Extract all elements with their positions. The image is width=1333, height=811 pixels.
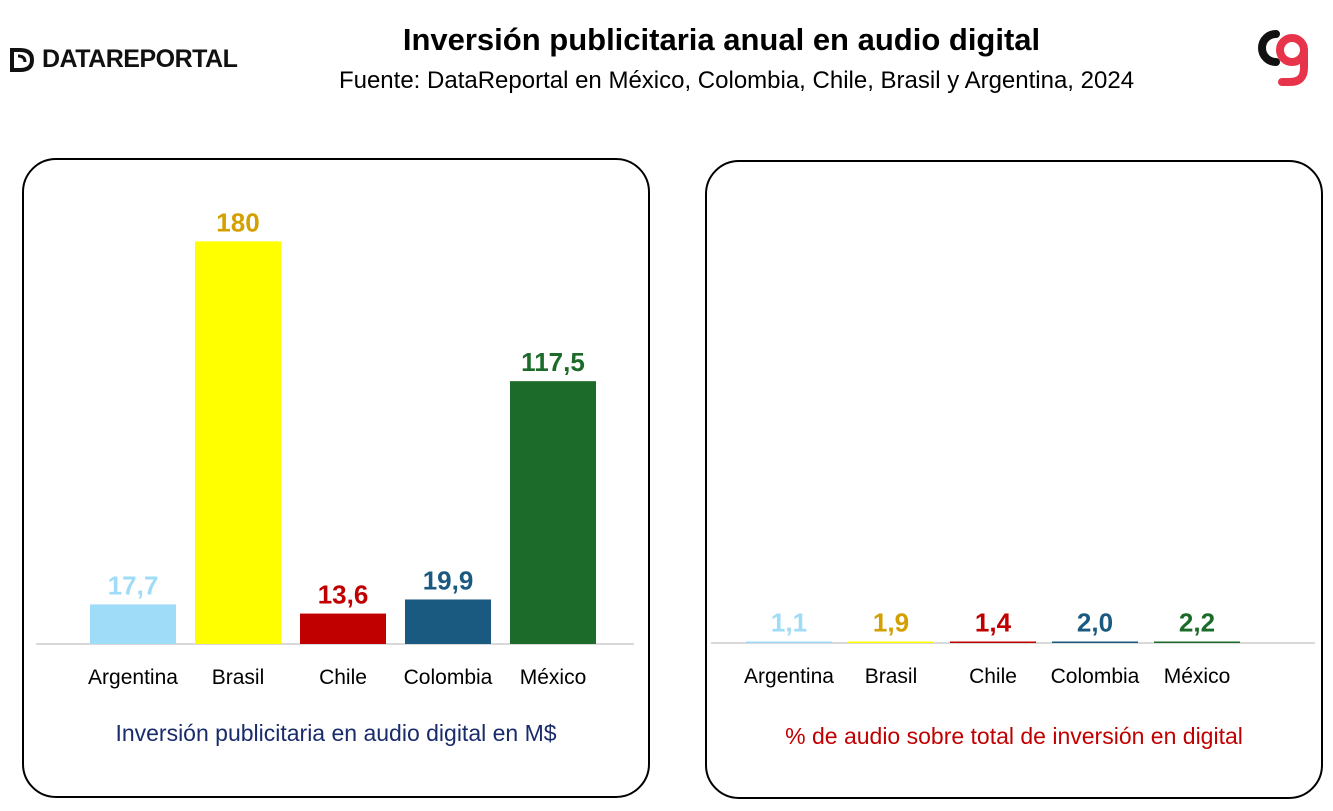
category-label-brasil: Brasil	[865, 665, 918, 688]
cg-logo-icon	[1258, 30, 1308, 86]
value-label-chile: 13,6	[318, 580, 369, 610]
chart-caption-investment: Inversión publicitaria en audio digital …	[115, 720, 557, 746]
chart-panel-investment: 17,7 Argentina 180 Brasil 13,6 Chile 19,9 Colom…	[22, 158, 650, 798]
value-label-chile: 1,4	[975, 608, 1012, 638]
value-label-argentina: 1,1	[771, 608, 807, 638]
bar-méxico	[510, 381, 596, 644]
chart-caption-share: % de audio sobre total de inversión en d…	[785, 723, 1243, 749]
bar-colombia	[1052, 641, 1138, 643]
value-label-colombia: 2,0	[1077, 608, 1113, 638]
value-label-brasil: 180	[216, 207, 259, 237]
bar-argentina	[746, 641, 832, 643]
category-label-argentina: Argentina	[88, 666, 178, 689]
page-title: Inversión publicitaria anual en audio di…	[402, 22, 1041, 57]
page-subtitle: Fuente: DataReportal en México, Colombia…	[338, 67, 1135, 94]
bar-méxico	[1154, 641, 1240, 643]
datareportal-logo-icon	[10, 48, 35, 72]
value-label-brasil: 1,9	[873, 608, 909, 638]
bar-brasil	[195, 241, 281, 645]
investment-bar-chart: 17,7 Argentina 180 Brasil 13,6 Chile 19,9 Colom…	[36, 207, 634, 689]
value-label-colombia: 19,9	[423, 565, 474, 595]
bar-argentina	[90, 604, 176, 644]
category-label-colombia: Colombia	[404, 666, 493, 689]
bar-brasil	[848, 641, 934, 643]
share-bar-chart: 1,1 Argentina 1,9 Brasil 1,4 Chile 2,0 Colombia…	[711, 608, 1315, 688]
bar-chile	[300, 613, 386, 644]
bar-chile	[950, 641, 1036, 643]
category-label-chile: Chile	[319, 666, 367, 689]
value-label-méxico: 2,2	[1179, 608, 1215, 638]
datareportal-brand: DATAREPORTAL	[8, 44, 238, 74]
category-label-brasil: Brasil	[212, 666, 265, 689]
bar-colombia	[405, 599, 491, 644]
chart-panel-share: 1,1 Argentina 1,9 Brasil 1,4 Chile 2,0 Colombia…	[705, 160, 1323, 799]
value-label-méxico: 117,5	[521, 347, 585, 377]
category-label-méxico: México	[1164, 665, 1231, 688]
brand-text: DATAREPORTAL	[42, 44, 238, 73]
category-label-colombia: Colombia	[1051, 665, 1140, 688]
category-label-argentina: Argentina	[744, 665, 834, 688]
category-label-chile: Chile	[969, 665, 1017, 688]
value-label-argentina: 17,7	[108, 570, 159, 600]
category-label-méxico: México	[520, 666, 587, 689]
